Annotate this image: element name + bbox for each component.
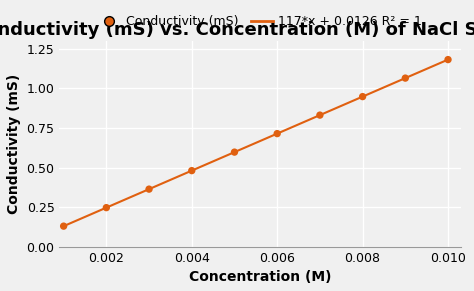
- Y-axis label: Conductivity (mS): Conductivity (mS): [7, 74, 21, 214]
- Point: [188, 168, 196, 173]
- Title: Conductivity (mS) vs. Concentration (M) of NaCl Solution: Conductivity (mS) vs. Concentration (M) …: [0, 22, 474, 40]
- X-axis label: Concentration (M): Concentration (M): [189, 270, 331, 284]
- Point: [273, 131, 281, 136]
- Point: [102, 205, 110, 210]
- Point: [401, 76, 409, 80]
- Legend: Conductivity (mS), 117*x + 0.0126 R² = 1: Conductivity (mS), 117*x + 0.0126 R² = 1: [93, 10, 427, 33]
- Point: [444, 57, 452, 62]
- Point: [60, 224, 67, 228]
- Point: [145, 187, 153, 191]
- Point: [359, 94, 366, 99]
- Point: [231, 150, 238, 155]
- Point: [316, 113, 324, 118]
